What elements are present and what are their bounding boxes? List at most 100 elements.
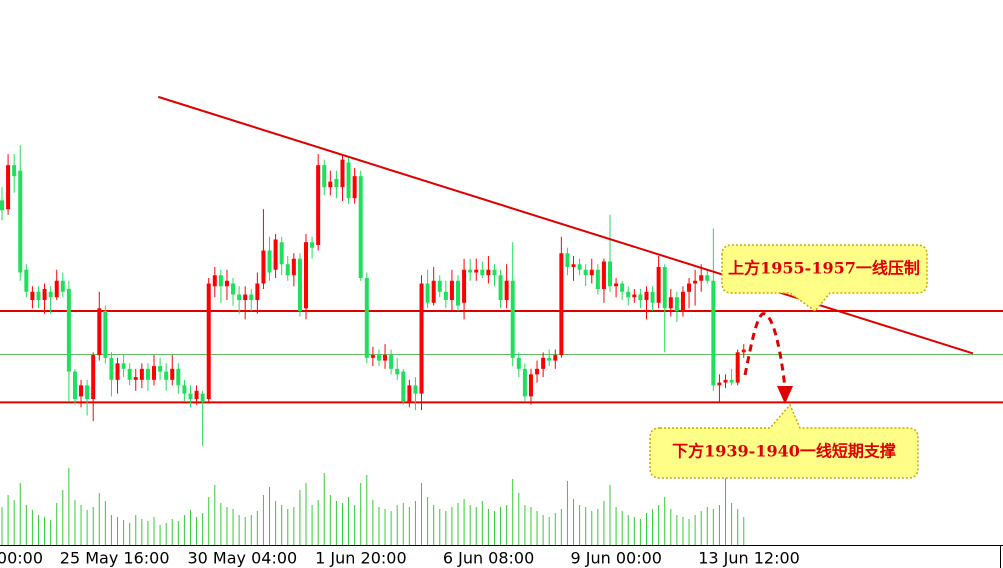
- candle-body: [462, 269, 467, 303]
- candle-body: [158, 366, 163, 372]
- x-tick-label: 00:00: [0, 549, 43, 568]
- candle-body: [188, 393, 193, 400]
- arrow-head: [777, 386, 793, 404]
- candle-body: [30, 291, 35, 301]
- x-tick-label: 25 May 16:00: [60, 549, 170, 568]
- candle-body: [595, 269, 600, 290]
- candle-body: [24, 269, 29, 292]
- candle-body: [194, 390, 199, 400]
- candle-body: [48, 291, 53, 298]
- candle-body: [97, 308, 102, 356]
- candle-body: [711, 280, 716, 386]
- candle-body: [164, 371, 169, 380]
- candle-body: [231, 283, 236, 295]
- candle-body: [528, 374, 533, 397]
- candle-body: [237, 294, 242, 301]
- candle-body: [267, 250, 272, 273]
- candle-body: [480, 269, 485, 276]
- candle-body: [176, 368, 181, 386]
- x-tick-label: 1 Jun 20:00: [315, 549, 406, 568]
- x-tick-label: 9 Jun 00:00: [571, 549, 662, 568]
- candle-body: [255, 283, 260, 301]
- candle-body: [139, 368, 144, 380]
- candle-body: [212, 275, 217, 287]
- candle-body: [492, 269, 497, 276]
- candle-body: [200, 393, 205, 402]
- candle-body: [352, 176, 357, 199]
- candle-body: [656, 266, 661, 303]
- candle-body: [358, 176, 363, 279]
- callout-resistance: 上方1955-1957一线压制: [721, 244, 928, 313]
- candle-body: [42, 289, 47, 301]
- x-tick-label: 30 May 04:00: [187, 549, 297, 568]
- candle-body: [279, 242, 284, 265]
- candle-body: [346, 162, 351, 199]
- candle-body: [297, 258, 302, 312]
- candle-body: [334, 178, 339, 188]
- trend-line: [157, 95, 974, 355]
- candle-body: [559, 253, 564, 356]
- candle-body: [206, 283, 211, 400]
- candle-body: [115, 363, 120, 380]
- candle-body: [486, 269, 491, 276]
- candle-body: [449, 280, 454, 301]
- candle-body: [644, 291, 649, 301]
- candle-body: [577, 264, 582, 270]
- candle-body: [541, 357, 546, 369]
- candle-body: [498, 275, 503, 301]
- plot-area: [0, 95, 1003, 545]
- candle-body: [66, 289, 71, 372]
- candle-body: [54, 280, 59, 298]
- candle-body: [182, 385, 187, 394]
- candle-body: [364, 278, 369, 358]
- candle-body: [145, 368, 150, 380]
- candle-body: [383, 355, 388, 361]
- candle-body: [614, 283, 619, 287]
- candle-body: [395, 368, 400, 375]
- candle-body: [437, 280, 442, 292]
- candle-body: [620, 283, 625, 292]
- annotation: 上方1955-1957一线压制: [728, 259, 920, 278]
- candle-body: [407, 385, 412, 402]
- candle-body: [328, 181, 333, 188]
- candle-body: [291, 258, 296, 276]
- candle-body: [389, 355, 394, 369]
- candle-body: [535, 368, 540, 375]
- candle-body: [249, 294, 254, 301]
- candle-body: [510, 280, 515, 358]
- candle-body: [626, 291, 631, 298]
- candle-body: [680, 291, 685, 312]
- forecast-arrow: [743, 312, 787, 389]
- callout-box: [721, 244, 928, 313]
- candle-body: [322, 165, 327, 188]
- candle-body: [85, 385, 90, 400]
- candle-body: [304, 242, 308, 309]
- candle-body: [717, 382, 722, 386]
- candle-body: [468, 269, 473, 273]
- candle-body: [456, 280, 460, 306]
- candle-body: [474, 269, 479, 273]
- candle-body: [218, 275, 223, 287]
- candle-body: [36, 291, 41, 301]
- candle-body: [723, 379, 728, 383]
- candle-body: [522, 368, 527, 397]
- candle-body: [425, 283, 430, 303]
- candle-body: [310, 242, 315, 248]
- candle-body: [516, 357, 521, 369]
- candle-body: [735, 352, 740, 383]
- candle-body: [565, 253, 570, 267]
- candle-body: [571, 264, 576, 267]
- x-tick-label: 13 Jun 12:00: [698, 549, 800, 568]
- candle-body: [419, 283, 424, 394]
- candle-body: [261, 250, 266, 284]
- candle-body: [687, 283, 692, 292]
- candle-body: [273, 239, 278, 270]
- candle-body: [650, 291, 655, 303]
- candle-body: [729, 379, 734, 383]
- candle-body: [741, 349, 746, 353]
- candle-body: [79, 385, 84, 397]
- candle-body: [443, 291, 448, 301]
- candle-body: [340, 159, 345, 188]
- candle-body: [413, 385, 418, 394]
